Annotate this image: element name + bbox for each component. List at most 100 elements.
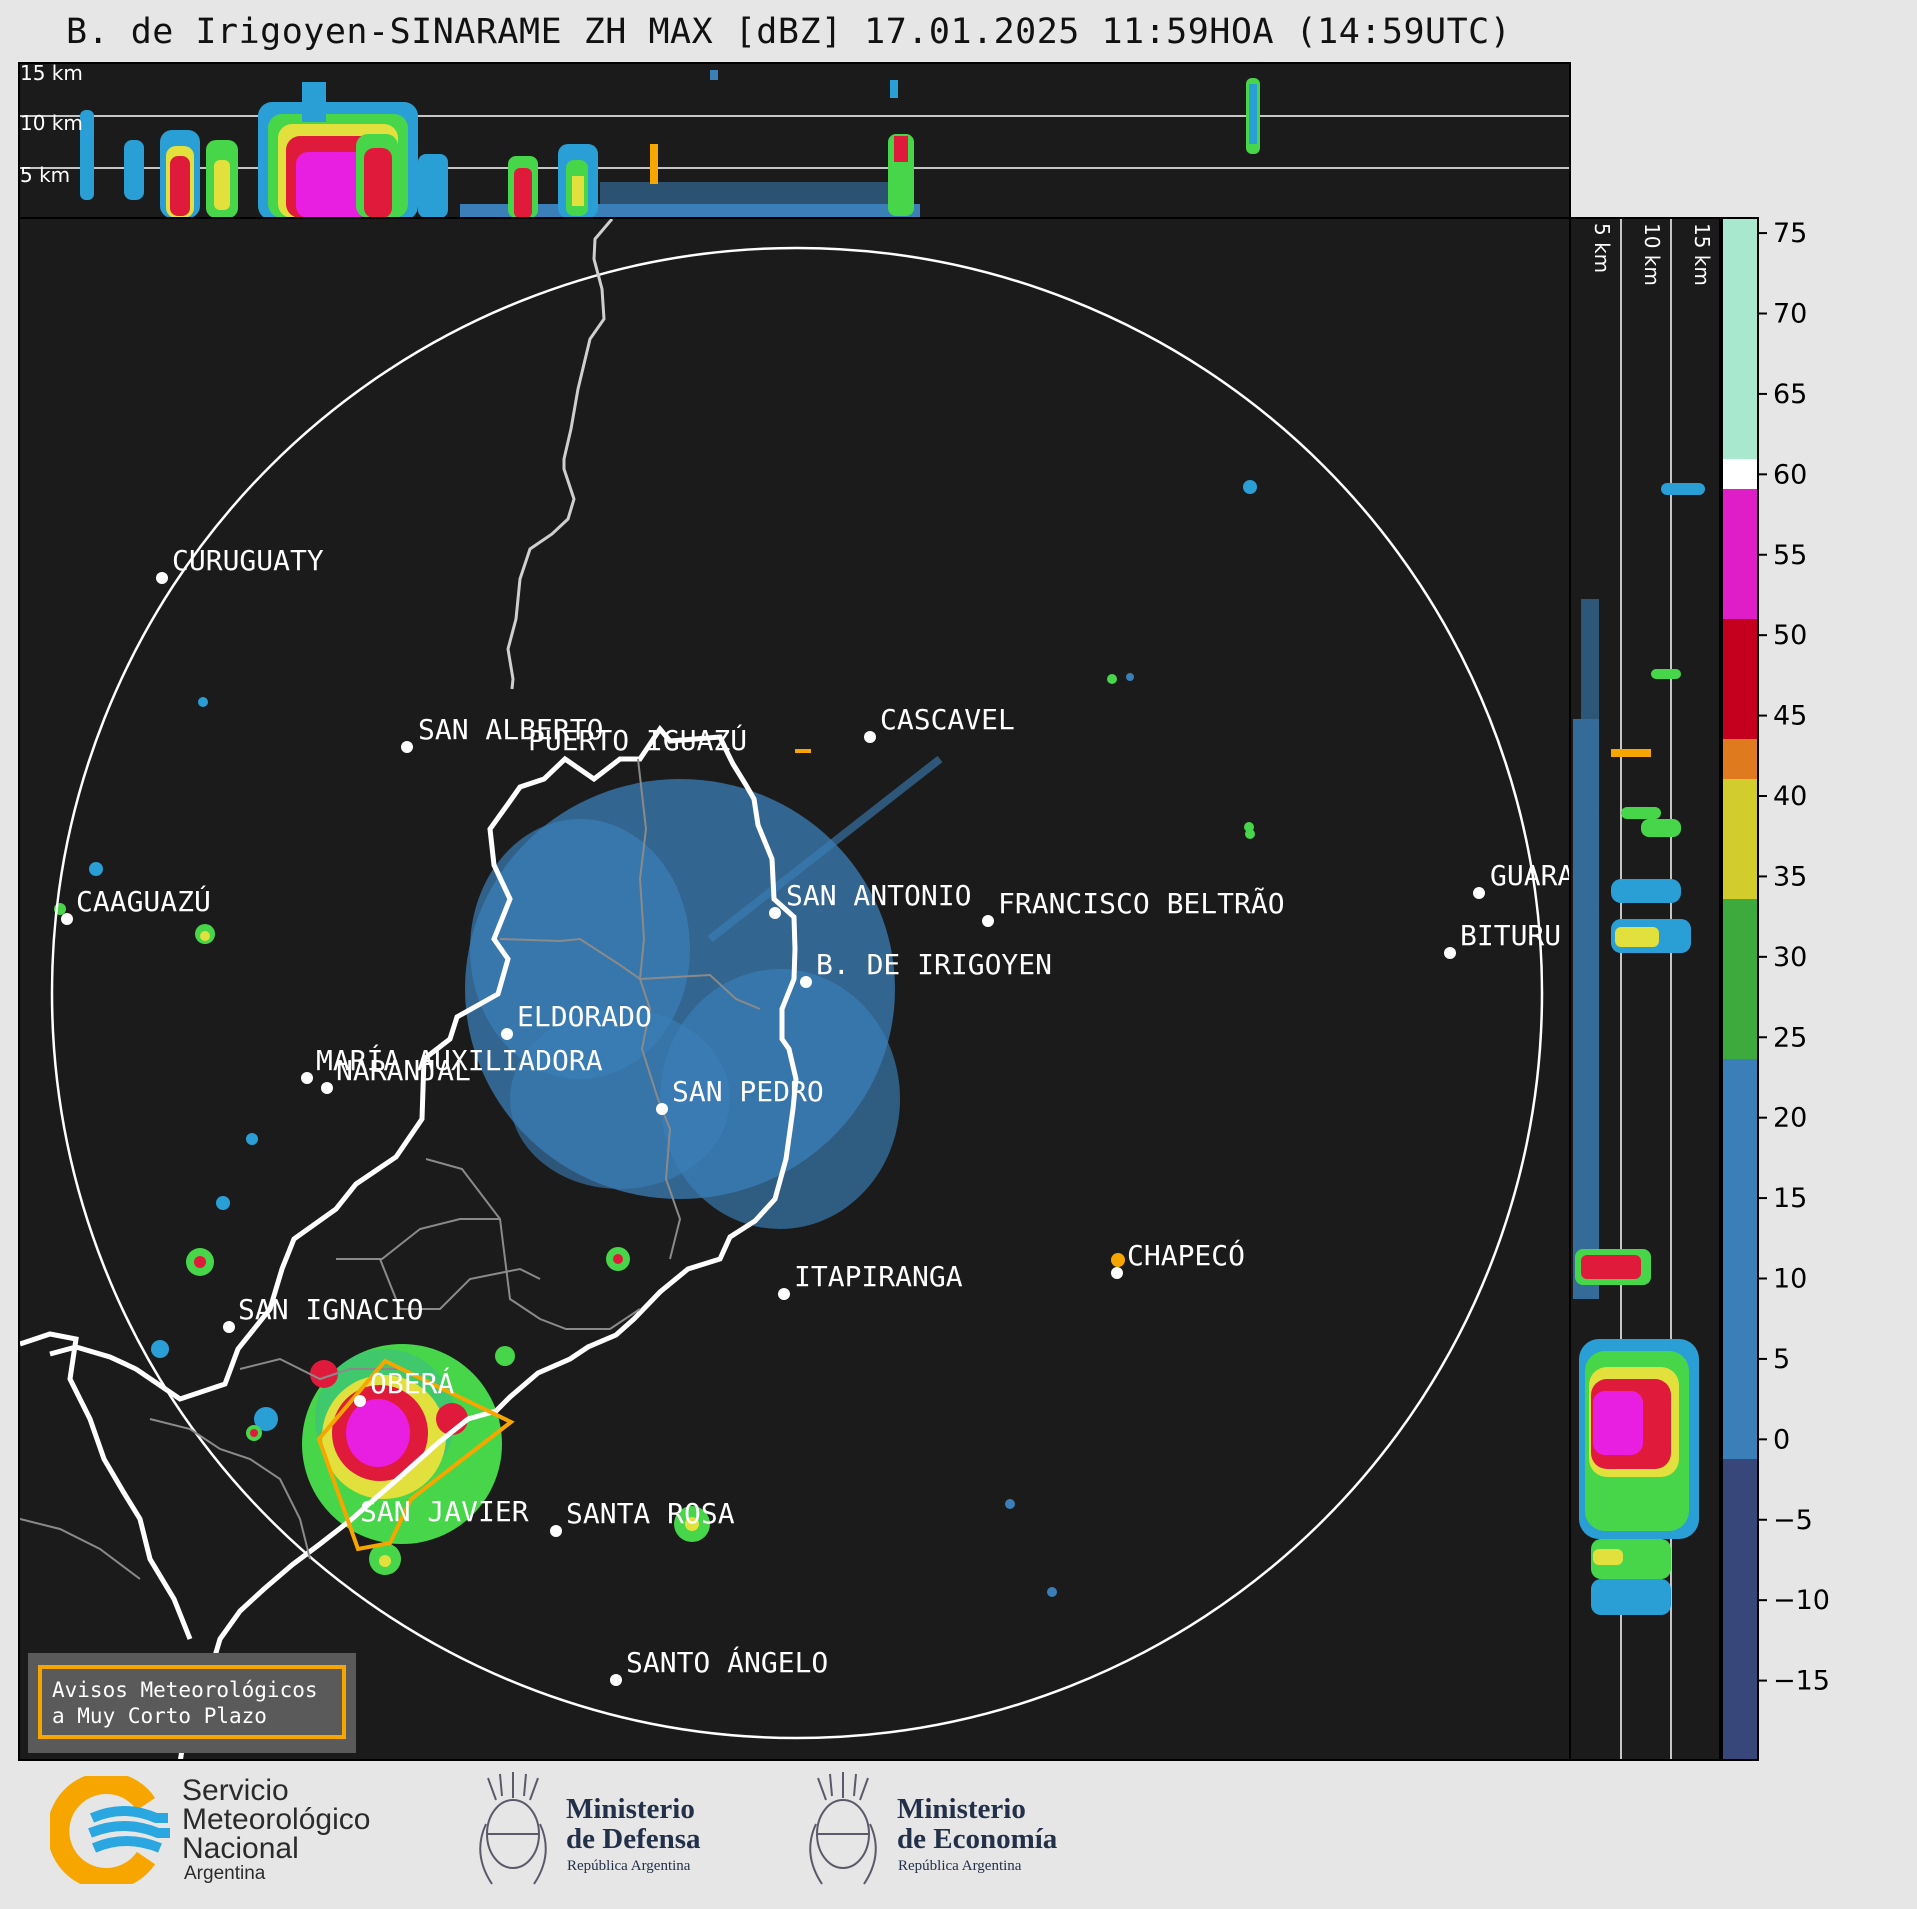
colorbar-tick-label: 55: [1773, 540, 1807, 571]
city-label-caaguazu: CAAGUAZÚ: [76, 884, 211, 918]
city-markers: CURUGUATY SAN ALBERTO CASCAVEL CAAGUAZÚ …: [61, 544, 1571, 1686]
legend-line-1: Avisos Meteorológicos: [52, 1678, 318, 1702]
smn-line-4: Argentina: [184, 1863, 266, 1884]
colorbar-tick-label: 45: [1773, 701, 1807, 732]
colorbar-tick-label: −5: [1773, 1505, 1813, 1536]
colorbar-ticks: 75 70 65 60 55 50 45 40 35 30 25 20 15 10 5 0 −5 −10 −15: [1759, 217, 1889, 1761]
city-label-curuguaty: CURUGUATY: [172, 544, 324, 577]
side-alt-label-10: 10 km: [1640, 223, 1664, 286]
city-dot-san-antonio[interactable]: [769, 907, 781, 919]
city-label-cascavel: CASCAVEL: [880, 703, 1015, 736]
defensa-line-2: de Defensa: [566, 1823, 701, 1855]
city-label-santo-angelo: SANTO ÁNGELO: [626, 1645, 828, 1679]
city-dot-san-alberto[interactable]: [401, 741, 413, 753]
side-cross-section-panel: 5 km 10 km 15 km: [1569, 217, 1721, 1761]
side-cross-section-echoes: [1575, 483, 1705, 1615]
top-alt-label-10: 10 km: [20, 111, 83, 135]
city-label-naranjal: NARANJAL: [336, 1054, 471, 1087]
city-dot-san-pedro[interactable]: [656, 1103, 668, 1115]
colorbar-tick-label: 20: [1773, 1103, 1807, 1134]
colorbar-tick-label: 25: [1773, 1022, 1807, 1053]
top-alt-label-15: 15 km: [20, 64, 83, 85]
city-dot-naranjal[interactable]: [321, 1082, 333, 1094]
city-label-bituru: BITURU: [1460, 919, 1561, 952]
colorbar-tick-label: 40: [1773, 781, 1807, 812]
radar-map: CURUGUATY SAN ALBERTO CASCAVEL CAAGUAZÚ …: [20, 219, 1571, 1759]
city-dot-chapeco[interactable]: [1111, 1267, 1123, 1279]
colorbar-tick-label: −15: [1773, 1666, 1830, 1697]
city-label-san-alberto: SAN ALBERTO: [418, 713, 603, 746]
city-dot-santo-angelo[interactable]: [610, 1674, 622, 1686]
side-alt-label-15: 15 km: [1690, 223, 1714, 286]
argentina-coat-of-arms-icon: [479, 1772, 547, 1885]
colorbar-tick-label: 15: [1773, 1183, 1807, 1214]
warning-polygon[interactable]: [316, 1358, 515, 1552]
colorbar-tick-label: 35: [1773, 861, 1807, 892]
city-dot-guara[interactable]: [1473, 887, 1485, 899]
warnings-legend: Avisos Meteorológicos a Muy Corto Plazo: [28, 1653, 356, 1753]
economia-line-3: República Argentina: [898, 1858, 1022, 1874]
city-dot-curuguaty[interactable]: [156, 572, 168, 584]
city-dot-cascavel[interactable]: [864, 731, 876, 743]
economia-line-1: Ministerio: [897, 1793, 1026, 1825]
colorbar-tick-label: 30: [1773, 942, 1807, 973]
city-dot-santa-rosa[interactable]: [550, 1525, 562, 1537]
city-label-francisco-beltrao: FRANCISCO BELTRÃO: [998, 887, 1285, 920]
colorbar-tick-label: −10: [1773, 1585, 1830, 1616]
colorbar-gradient: [1723, 219, 1757, 1759]
side-cross-section-plot: 5 km 10 km 15 km: [1573, 219, 1714, 1759]
city-dot-maria-auxiliadora[interactable]: [301, 1072, 313, 1084]
colorbar-tick-label: 70: [1773, 299, 1807, 330]
city-label-san-javier: SAN JAVIER: [360, 1495, 529, 1528]
city-dot-caaguazu[interactable]: [61, 913, 73, 925]
smn-logo-icon: [50, 1776, 170, 1884]
city-label-san-pedro: SAN PEDRO: [672, 1075, 824, 1108]
cross-section-echoes: [80, 70, 1260, 217]
colorbar-tick-label: 0: [1773, 1424, 1790, 1455]
city-label-san-antonio: SAN ANTONIO: [786, 879, 971, 912]
city-label-b-de-irigoyen: B. DE IRIGOYEN: [816, 948, 1052, 981]
city-dot-itapiranga[interactable]: [778, 1288, 790, 1300]
city-label-itapiranga: ITAPIRANGA: [794, 1260, 963, 1293]
smn-line-1: Servicio: [182, 1774, 289, 1807]
radar-echo-field: [54, 480, 1257, 1597]
top-cross-section-plot: 15 km 10 km 5 km: [20, 64, 1569, 217]
economia-line-2: de Economía: [897, 1823, 1058, 1855]
colorbar-tick-label: 60: [1773, 459, 1807, 490]
radar-map-panel: CURUGUATY SAN ALBERTO CASCAVEL CAAGUAZÚ …: [18, 217, 1571, 1761]
colorbar-tick-label: 75: [1773, 218, 1807, 249]
city-dot-francisco-beltrao[interactable]: [982, 915, 994, 927]
dbz-colorbar: [1721, 217, 1759, 1761]
city-dot-bituru[interactable]: [1444, 947, 1456, 959]
colorbar-tick-label: 50: [1773, 620, 1807, 651]
range-ring: [50, 246, 1544, 1740]
defensa-line-1: Ministerio: [566, 1793, 695, 1825]
colorbar-tick-label: 65: [1773, 379, 1807, 410]
city-label-santa-rosa: SANTA ROSA: [566, 1497, 735, 1530]
smn-line-2: Meteorológico: [182, 1803, 371, 1836]
defensa-line-3: República Argentina: [567, 1858, 691, 1874]
warnings-legend-frame: Avisos Meteorológicos a Muy Corto Plazo: [38, 1665, 346, 1739]
argentina-coat-of-arms-icon: [809, 1772, 877, 1885]
city-dot-b-de-irigoyen[interactable]: [800, 976, 812, 988]
top-cross-section-panel: 15 km 10 km 5 km: [18, 62, 1571, 219]
side-alt-label-5: 5 km: [1590, 223, 1614, 273]
city-dot-eldorado[interactable]: [501, 1028, 513, 1040]
city-label-obera: OBERÁ: [370, 1366, 454, 1400]
city-label-eldorado: ELDORADO: [517, 1000, 652, 1033]
colorbar-tick-label: 5: [1773, 1344, 1790, 1375]
city-dot-obera[interactable]: [354, 1395, 366, 1407]
city-label-guara: GUARA: [1490, 859, 1571, 892]
legend-line-2: a Muy Corto Plazo: [52, 1704, 267, 1728]
colorbar-tick-label: 10: [1773, 1264, 1807, 1295]
city-label-puerto-iguazu: PUERTO IGUAZÚ: [528, 723, 747, 757]
map-title: B. de Irigoyen-SINARAME ZH MAX [dBZ] 17.…: [66, 12, 1512, 52]
city-label-san-ignacio: SAN IGNACIO: [238, 1293, 423, 1326]
smn-line-3: Nacional: [182, 1832, 299, 1865]
city-dot-san-ignacio[interactable]: [223, 1321, 235, 1333]
city-label-maria-auxiliadora: MARÍA AUXILIADORA: [316, 1043, 603, 1077]
top-alt-label-5: 5 km: [20, 163, 70, 187]
city-label-chapeco: CHAPECÓ: [1127, 1238, 1245, 1272]
boundaries: [20, 219, 799, 1759]
